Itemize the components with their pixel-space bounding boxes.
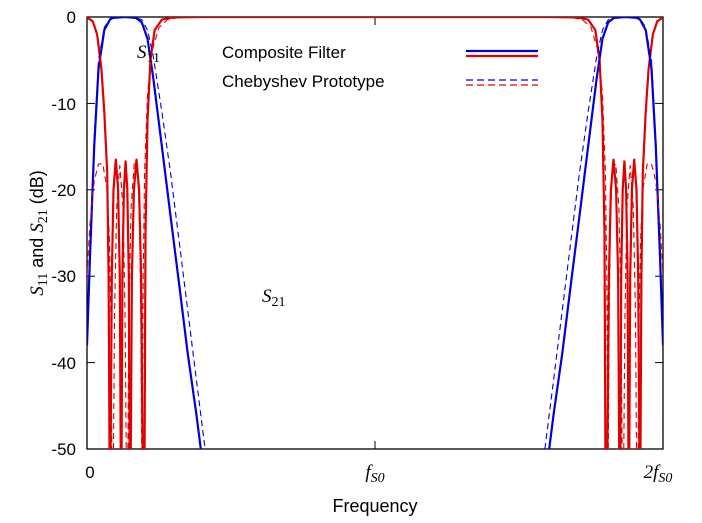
y-tick-label: -30 (51, 267, 76, 286)
x-tick-label-0: 0 (85, 463, 94, 482)
annotation-s21: S21 (262, 286, 286, 310)
y-tick-label: -50 (51, 440, 76, 459)
prototype-s11-upper-curve (637, 163, 663, 449)
legend: Composite Filter Chebyshev Prototype (222, 43, 538, 91)
prototype-s11-lower-curve (141, 17, 609, 449)
legend-label-chebyshev: Chebyshev Prototype (222, 72, 385, 91)
legend-label-composite: Composite Filter (222, 43, 346, 62)
prototype-s21-upper-curve (544, 17, 663, 449)
prototype-s11-lower-curve (112, 165, 127, 449)
composite-s11-lower-curve (120, 160, 131, 449)
y-tick-labels: 0 -10 -20 -30 -40 -50 (51, 8, 76, 459)
x-tick-labels: 0 fS0 2fS0 (85, 462, 672, 486)
composite-s11-upper-curve (639, 17, 663, 449)
annotation-s11: S11 (137, 42, 160, 66)
prototype-s11-lower-curve (127, 163, 143, 449)
prototype-s11-upper-curve (623, 165, 638, 449)
composite-s11-upper-curve (628, 158, 641, 449)
y-axis-title: S11 and S21 (dB) (27, 170, 51, 296)
composite-s11-upper-curve (606, 158, 621, 449)
composite-s21-lower-curve (87, 17, 202, 449)
y-tick-label: -40 (51, 354, 76, 373)
y-tick-label: 0 (67, 8, 76, 27)
x-tick-label-fs0: fS0 (365, 462, 384, 486)
x-tick-label-2fs0: 2fS0 (644, 462, 673, 486)
prototype-s21-lower-curve (87, 17, 206, 449)
y-tick-label: -10 (51, 95, 76, 114)
series-layer (87, 17, 663, 449)
composite-s11-lower-curve (129, 158, 144, 449)
x-axis-title: Frequency (332, 496, 417, 516)
y-tick-label: -20 (51, 181, 76, 200)
composite-s11-lower-curve (109, 158, 122, 449)
composite-s11-lower-curve (87, 17, 111, 449)
prototype-s11-upper-curve (607, 163, 623, 449)
composite-s11-upper-curve (619, 160, 630, 449)
composite-s11-lower-curve (143, 17, 607, 449)
